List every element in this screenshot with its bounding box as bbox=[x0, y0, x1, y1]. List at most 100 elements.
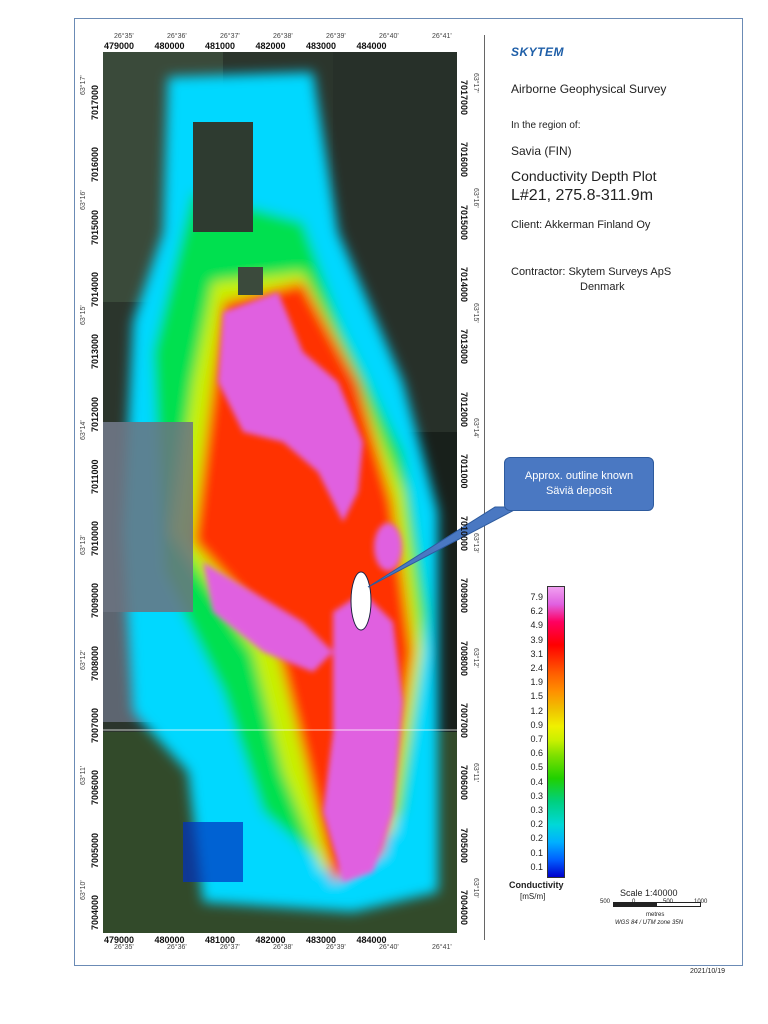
region-name: Savia (FIN) bbox=[511, 144, 572, 158]
northing-tick-left: 7014000 bbox=[90, 271, 100, 307]
latitude-tick-left: 63°14' bbox=[80, 420, 87, 440]
conductivity-map bbox=[103, 52, 457, 933]
scale-tick-label: 500 bbox=[663, 899, 674, 905]
longitude-tick-bottom: 26°38' bbox=[273, 944, 293, 951]
legend-value: 1.5 bbox=[530, 691, 543, 702]
contractor-line: Contractor: Skytem Surveys ApS bbox=[511, 266, 672, 278]
legend-value: 0.3 bbox=[530, 805, 543, 815]
northing-tick-right: 7016000 bbox=[459, 142, 469, 178]
easting-tick-bottom: 481000 bbox=[205, 935, 236, 945]
conductivity-color-scale bbox=[547, 586, 565, 878]
legend-value: 0.9 bbox=[530, 719, 543, 730]
northing-tick-left: 7007000 bbox=[90, 707, 100, 743]
longitude-tick-bottom: 26°36' bbox=[167, 944, 187, 951]
legend-value: 0.2 bbox=[530, 819, 543, 830]
latitude-tick-left: 63°10' bbox=[80, 880, 87, 900]
northing-tick-right: 7014000 bbox=[459, 266, 469, 302]
northing-tick-left: 7012000 bbox=[90, 396, 100, 432]
longitude-tick-top: 26°37' bbox=[220, 33, 240, 40]
latitude-tick-left: 63°13' bbox=[80, 535, 87, 555]
easting-tick-top: 483000 bbox=[306, 41, 337, 51]
scale-unit: metres bbox=[646, 912, 665, 918]
latitude-tick-left: 63°12' bbox=[80, 650, 87, 670]
longitude-tick-bottom: 26°37' bbox=[220, 944, 240, 951]
legend-value: 0.3 bbox=[530, 790, 543, 801]
legend-value: 7.9 bbox=[530, 592, 543, 602]
northing-tick-right: 7013000 bbox=[459, 329, 469, 365]
callout-line1: Approx. outline known bbox=[524, 470, 634, 482]
easting-tick-top: 482000 bbox=[255, 41, 286, 51]
skytem-logo: SKYTEM bbox=[511, 45, 565, 59]
easting-tick-bottom: 482000 bbox=[255, 935, 286, 945]
latitude-tick-left: 63°17' bbox=[80, 75, 87, 95]
easting-tick-top: 484000 bbox=[356, 41, 387, 51]
northing-tick-left: 7015000 bbox=[90, 209, 100, 245]
latitude-tick-right: 63°16' bbox=[472, 188, 479, 208]
easting-tick-top: 479000 bbox=[104, 41, 135, 51]
print-date: 2021/10/19 bbox=[690, 968, 726, 975]
northing-tick-left: 7009000 bbox=[90, 583, 100, 619]
longitude-tick-top: 26°36' bbox=[167, 33, 187, 40]
easting-tick-bottom: 479000 bbox=[104, 935, 135, 945]
legend-value: 1.9 bbox=[530, 677, 543, 688]
northing-tick-left: 7010000 bbox=[90, 521, 100, 557]
legend-value: 4.9 bbox=[530, 620, 543, 631]
client-line: Client: Akkerman Finland Oy bbox=[511, 219, 651, 231]
longitude-tick-bottom: 26°41' bbox=[432, 944, 452, 951]
easting-tick-bottom: 483000 bbox=[306, 935, 337, 945]
northing-tick-left: 7017000 bbox=[90, 84, 100, 120]
panel-divider bbox=[484, 35, 485, 940]
easting-tick-bottom: 484000 bbox=[356, 935, 387, 945]
scale-tick-label: 0 bbox=[632, 899, 636, 905]
scale-tick-label: 500 bbox=[600, 899, 611, 905]
scale-bar bbox=[613, 902, 701, 907]
legend-value: 2.4 bbox=[530, 663, 543, 673]
northing-tick-right: 7005000 bbox=[459, 827, 469, 863]
page-frame bbox=[74, 18, 743, 966]
longitude-tick-top: 26°35' bbox=[114, 33, 134, 40]
northing-tick-right: 7006000 bbox=[459, 765, 469, 801]
northing-tick-right: 7011000 bbox=[459, 453, 469, 489]
latitude-tick-right: 63°17' bbox=[472, 73, 479, 93]
northing-tick-right: 7004000 bbox=[459, 889, 469, 925]
northing-tick-left: 7011000 bbox=[90, 459, 100, 494]
legend-value: 1.2 bbox=[530, 705, 543, 716]
northing-tick-right: 7009000 bbox=[459, 578, 469, 614]
latitude-tick-left: 63°15' bbox=[80, 305, 87, 325]
northing-tick-left: 7008000 bbox=[90, 645, 100, 681]
legend-value: 0.7 bbox=[530, 734, 543, 744]
legend-value: 0.1 bbox=[530, 847, 543, 858]
northing-tick-right: 7017000 bbox=[459, 80, 469, 116]
northing-tick-left: 7004000 bbox=[90, 894, 100, 930]
deposit-callout: Approx. outline known Säviä deposit bbox=[504, 457, 654, 511]
longitude-tick-bottom: 26°40' bbox=[379, 944, 399, 951]
legend-value: 3.1 bbox=[530, 648, 543, 659]
scale-tick-label: 1000 bbox=[694, 899, 708, 905]
scale-projection: WGS 84 / UTM zone 35N bbox=[615, 920, 684, 926]
northing-tick-right: 7007000 bbox=[459, 703, 469, 739]
legend-title: Conductivity bbox=[509, 880, 564, 890]
legend-value: 6.2 bbox=[530, 606, 543, 617]
legend-value: 0.5 bbox=[530, 762, 543, 773]
northing-tick-left: 7005000 bbox=[90, 832, 100, 868]
legend-value: 3.9 bbox=[530, 634, 543, 645]
latitude-tick-right: 63°12' bbox=[472, 648, 479, 668]
line-info: L#21, 275.8-311.9m bbox=[511, 187, 654, 204]
region-label: In the region of: bbox=[511, 120, 581, 131]
latitude-tick-right: 63°11' bbox=[472, 763, 479, 783]
easting-tick-bottom: 480000 bbox=[154, 935, 185, 945]
easting-tick-top: 480000 bbox=[154, 41, 185, 51]
northing-tick-right: 7010000 bbox=[459, 516, 469, 552]
scale-title: Scale 1:40000 bbox=[620, 888, 678, 898]
legend-value: 0.1 bbox=[530, 861, 543, 872]
northing-tick-right: 7015000 bbox=[459, 204, 469, 240]
latitude-tick-left: 63°11' bbox=[80, 765, 87, 785]
contractor-country: Denmark bbox=[580, 281, 625, 293]
legend-unit: [mS/m] bbox=[520, 892, 546, 901]
northing-tick-left: 7013000 bbox=[90, 334, 100, 370]
northing-tick-right: 7008000 bbox=[459, 640, 469, 676]
longitude-tick-bottom: 26°35' bbox=[114, 944, 134, 951]
legend-value: 0.2 bbox=[530, 833, 543, 844]
longitude-tick-top: 26°38' bbox=[273, 33, 293, 40]
callout-line2: Säviä deposit bbox=[545, 485, 613, 497]
